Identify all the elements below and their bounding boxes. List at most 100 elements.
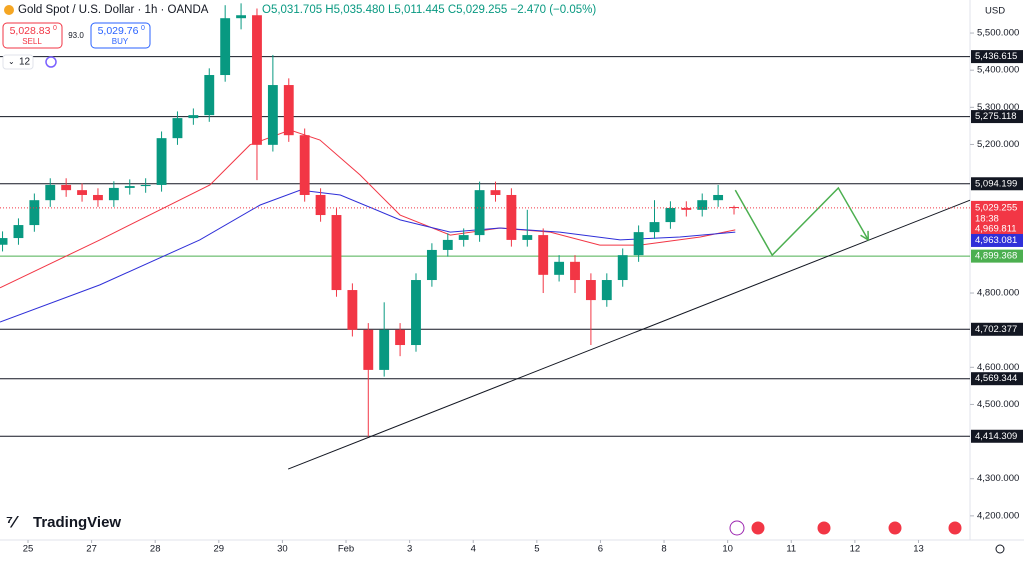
sell-label: SELL [22,37,42,46]
x-tick-label: 8 [661,544,666,555]
candle-body [315,194,326,216]
candle-body [379,329,390,370]
level-tag [971,322,1023,336]
candle-body [204,75,215,116]
candle-body [220,18,231,76]
x-tick-label: 10 [722,544,733,555]
events [729,520,1005,554]
chevron: ⌄ [8,57,15,66]
x-tick-label: 28 [150,544,161,555]
candle-body [601,280,612,301]
brand: ⁷⁄ TradingView [6,512,121,531]
candle-body [474,190,485,236]
last-price-tag [971,200,1023,226]
level-tag [971,110,1023,124]
candle-body [29,200,40,226]
candle-body [45,184,56,201]
symbol: Gold Spot / U.S. Dollar · 1h · OANDA [18,4,209,16]
level-tag [971,429,1023,443]
y-tick-label: 4,200.000 [977,510,1019,521]
event-icon[interactable] [729,520,745,536]
x-tick-label: 5 [534,544,539,555]
indicators-toggle[interactable] [2,54,34,70]
x-tick-label: 11 [786,544,796,555]
candle-body [93,194,103,201]
candle-body [331,215,342,291]
candle-body [124,186,135,188]
level-tag [971,249,1023,263]
indicators-count: 12 [19,57,31,68]
candle-body [426,249,437,281]
level-tag-label: 4,702.377 [975,324,1017,335]
arrow-head [860,230,870,242]
ma-tag [971,233,1023,247]
candle-body [363,329,374,370]
x-tick-label: 6 [598,544,603,555]
ma-tag-label: 4,969.811 [975,223,1017,234]
level-tag-label: 4,414.309 [975,431,1017,442]
candle-body [395,329,406,346]
candle-body [633,232,644,256]
brand-logo: ⁷⁄ [6,512,19,531]
event-icon[interactable] [887,520,903,536]
y-tick-label: 4,800.000 [977,288,1019,299]
settings-icon[interactable] [995,544,1005,554]
candle-body [108,187,119,201]
x-tick-label: 3 [407,544,412,555]
candle-body [554,261,565,275]
level-tag-label: 4,569.344 [975,373,1017,384]
candle-body [347,290,358,330]
x-tick-label: 12 [850,544,861,555]
candle-body [665,207,676,223]
moving-average [0,129,736,289]
header: Gold Spot / U.S. Dollar · 1h · OANDA O5,… [2,4,1005,70]
level-tag [971,50,1023,64]
plot [0,3,971,470]
y-tick-label: 5,400.000 [977,65,1019,76]
event-icon[interactable] [947,520,963,536]
candle-body [713,194,724,201]
candle-body [522,235,533,240]
y-tick-label: 5,500.000 [977,28,1019,39]
candle-body [506,194,517,240]
candle-body [570,261,580,281]
candle-body [172,118,183,139]
y-tick-label: 5,300.000 [977,102,1019,113]
sync-icon[interactable] [45,56,57,68]
candle-body [140,184,151,187]
candle-body [442,239,453,250]
buy-button[interactable] [90,22,151,49]
candle-body [458,235,469,240]
x-tick-label: 29 [214,544,225,555]
level-tag-label: 5,094.199 [975,178,1017,189]
currency: USD [985,6,1005,17]
sell-sup: 0 [53,25,57,32]
candle-body [13,225,24,239]
candle-body [0,238,8,245]
candle-body [188,115,199,119]
x-tick-label: 13 [913,544,924,555]
sell-button[interactable] [2,22,63,49]
symbol-icon [4,5,14,15]
candle-body [538,235,549,275]
spread: 93.0 [68,31,84,40]
candle-body [77,190,87,195]
event-icon[interactable] [750,520,766,536]
buy-label: BUY [112,37,129,46]
trendline [287,199,971,470]
candle-body [236,15,246,19]
buy-sup: 0 [141,25,145,32]
candle-body [411,280,421,346]
level-tag-label: 5,436.615 [975,51,1017,62]
candle-body [681,207,692,210]
candle-body [267,85,278,145]
event-icon[interactable] [816,520,832,536]
x-tick-label: Feb [338,544,354,555]
x-tick-label: 30 [277,544,288,555]
x-tick-label: 4 [471,544,476,555]
sell-price: 5,028.83 [10,25,51,37]
last-price-label: 5,029.255 [975,202,1017,213]
level-tag [971,177,1023,191]
